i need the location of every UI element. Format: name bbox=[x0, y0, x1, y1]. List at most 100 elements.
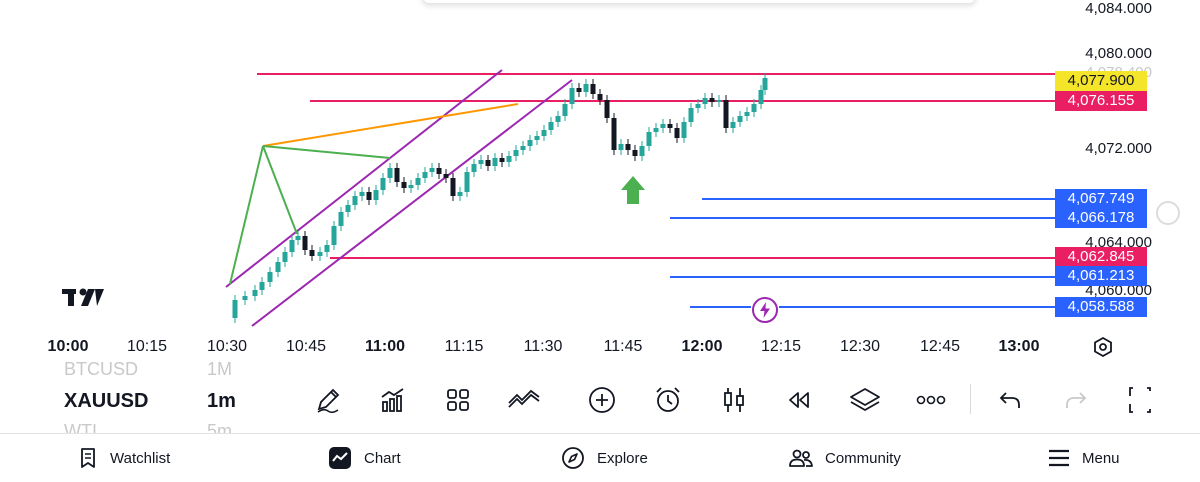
channel-line-lower[interactable] bbox=[251, 79, 573, 327]
candle bbox=[242, 296, 248, 300]
price-line-tag[interactable]: 4,058.588 bbox=[1055, 296, 1147, 317]
time-axis-label: 13:00 bbox=[998, 338, 1040, 355]
candle bbox=[295, 236, 301, 240]
add-icon[interactable] bbox=[584, 382, 620, 418]
channel-line-upper[interactable] bbox=[225, 69, 503, 288]
candle bbox=[387, 168, 393, 178]
undo-icon[interactable] bbox=[992, 382, 1028, 418]
time-axis-label: 11:00 bbox=[364, 338, 406, 355]
candle bbox=[352, 196, 358, 205]
candle bbox=[716, 100, 722, 102]
nav-watchlist[interactable]: Watchlist bbox=[78, 434, 170, 482]
nav-community[interactable]: Community bbox=[789, 434, 901, 482]
price-axis-label: 4,084.000 bbox=[1085, 0, 1152, 17]
redo-icon[interactable] bbox=[1058, 382, 1094, 418]
price-axis-label: 4,072.000 bbox=[1085, 140, 1152, 157]
chart-canvas[interactable] bbox=[0, 0, 1200, 365]
candle bbox=[408, 185, 414, 188]
candle bbox=[674, 128, 680, 138]
alert-icon[interactable] bbox=[650, 382, 686, 418]
candle bbox=[730, 122, 736, 128]
lightning-icon[interactable] bbox=[751, 296, 779, 329]
candle bbox=[702, 98, 708, 104]
time-axis-label: 12:45 bbox=[919, 338, 961, 355]
scroll-handle-icon[interactable] bbox=[1155, 200, 1185, 231]
candle-type-icon[interactable] bbox=[716, 382, 752, 418]
price-line-tag[interactable]: 4,076.155 bbox=[1055, 91, 1147, 111]
fullscreen-icon[interactable] bbox=[1122, 382, 1158, 418]
candle bbox=[527, 140, 533, 146]
candle bbox=[492, 158, 498, 166]
candle bbox=[569, 88, 575, 104]
candle bbox=[520, 146, 526, 150]
nav-chart[interactable]: Chart bbox=[328, 434, 401, 482]
time-axis-label: 12:00 bbox=[681, 338, 723, 355]
candle bbox=[548, 122, 554, 130]
candle bbox=[275, 262, 281, 272]
candle bbox=[324, 245, 330, 252]
candle bbox=[282, 252, 288, 262]
toolbar-divider bbox=[970, 384, 971, 414]
candle bbox=[485, 160, 491, 166]
candle bbox=[450, 178, 456, 196]
candle bbox=[289, 240, 295, 252]
candle bbox=[688, 108, 694, 122]
price-line-tag[interactable]: 4,061.213 bbox=[1055, 265, 1147, 286]
price-line-tag[interactable]: 4,067.749 bbox=[1055, 189, 1147, 210]
time-axis-label: 10:45 bbox=[285, 338, 327, 355]
candle bbox=[660, 124, 666, 128]
candle bbox=[232, 300, 238, 318]
candle bbox=[541, 130, 547, 136]
symbol-selector[interactable]: XAUUSD bbox=[64, 390, 149, 412]
nav-explore[interactable]: Explore bbox=[561, 434, 648, 482]
candle bbox=[762, 78, 768, 90]
trend-line[interactable] bbox=[262, 103, 519, 147]
more-icon[interactable] bbox=[913, 382, 949, 418]
pattern-line[interactable] bbox=[262, 145, 298, 235]
candle bbox=[723, 100, 729, 128]
candle bbox=[653, 128, 659, 132]
compare-icon[interactable] bbox=[506, 382, 542, 418]
candle bbox=[583, 84, 589, 92]
symbol-prev[interactable]: BTCUSD bbox=[64, 359, 139, 379]
candle bbox=[695, 104, 701, 108]
candle bbox=[604, 100, 610, 118]
price-line-tag[interactable]: 4,062.845 bbox=[1055, 246, 1147, 267]
price-line-tag[interactable]: 4,066.178 bbox=[1055, 207, 1147, 228]
candle bbox=[625, 144, 631, 150]
candle bbox=[744, 112, 750, 116]
pencil-icon[interactable] bbox=[310, 382, 346, 418]
candle bbox=[667, 124, 673, 128]
candle bbox=[317, 252, 323, 256]
time-axis-label: 12:30 bbox=[839, 338, 881, 355]
candle bbox=[259, 282, 265, 290]
indicators-icon[interactable] bbox=[375, 382, 411, 418]
candle bbox=[632, 150, 638, 156]
nav-menu[interactable]: Menu bbox=[1048, 434, 1120, 482]
compass-icon bbox=[562, 447, 584, 469]
pattern-line[interactable] bbox=[229, 145, 264, 285]
time-axis-label: 10:00 bbox=[47, 338, 89, 355]
candle bbox=[499, 158, 505, 162]
layers-icon[interactable] bbox=[847, 382, 883, 418]
up-arrow-marker[interactable] bbox=[621, 176, 645, 204]
pattern-line[interactable] bbox=[262, 145, 391, 159]
timeframe-selector[interactable]: 1m bbox=[207, 390, 236, 412]
candle bbox=[252, 290, 258, 296]
watchlist-icon bbox=[81, 448, 95, 468]
candle bbox=[401, 182, 407, 188]
candle bbox=[478, 160, 484, 164]
candle bbox=[611, 118, 617, 150]
candle bbox=[590, 84, 596, 94]
candle bbox=[338, 212, 344, 226]
candle bbox=[562, 104, 568, 116]
candle bbox=[429, 168, 435, 172]
chart-area[interactable]: 4,084.000 4,080.000 4,078.400 4,072.000 … bbox=[0, 0, 1200, 365]
candle bbox=[464, 172, 470, 192]
last-price-tag[interactable]: 4,077.900 bbox=[1055, 70, 1147, 91]
templates-icon[interactable] bbox=[440, 382, 476, 418]
timeframe-prev[interactable]: 1M bbox=[207, 359, 233, 379]
candle bbox=[646, 132, 652, 146]
replay-icon[interactable] bbox=[781, 382, 817, 418]
settings-icon[interactable] bbox=[1092, 336, 1114, 363]
